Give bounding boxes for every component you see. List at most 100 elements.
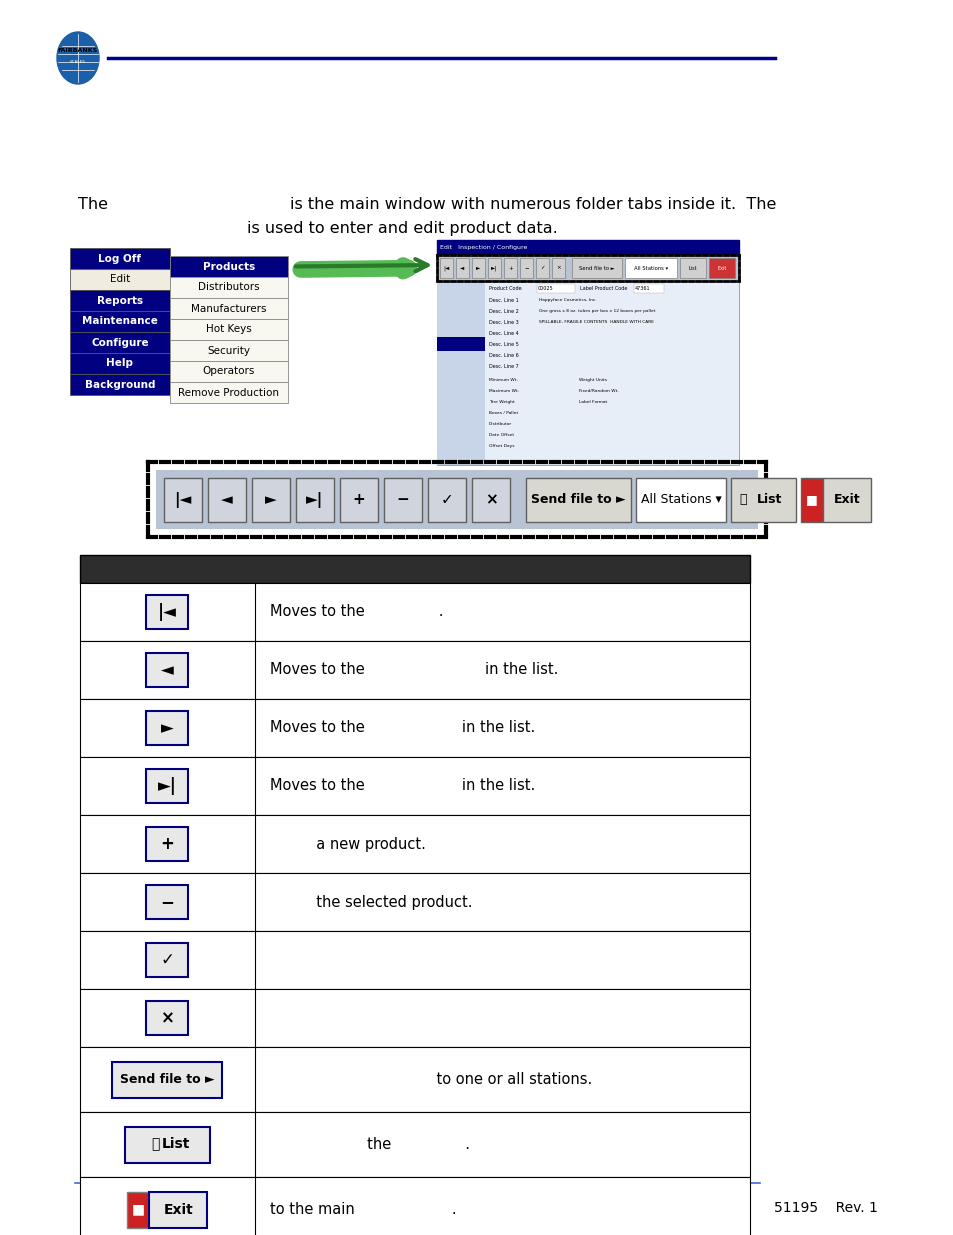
Text: Label Format: Label Format bbox=[578, 400, 607, 404]
Text: Label Product Code: Label Product Code bbox=[579, 287, 627, 291]
Bar bbox=[295, 478, 334, 521]
Text: ►|: ►| bbox=[158, 777, 176, 795]
Text: All Stations ▾: All Stations ▾ bbox=[640, 493, 720, 506]
Text: Remove Production: Remove Production bbox=[178, 388, 279, 398]
Bar bbox=[436, 240, 739, 254]
Text: ×: × bbox=[484, 492, 497, 508]
Bar bbox=[170, 382, 288, 403]
Text: Offset Days: Offset Days bbox=[489, 445, 514, 448]
Text: Desc. Line 7: Desc. Line 7 bbox=[489, 364, 518, 369]
Text: 6/08: 6/08 bbox=[80, 1200, 111, 1215]
Text: ◄: ◄ bbox=[161, 661, 173, 679]
Text: Operators: Operators bbox=[203, 367, 254, 377]
Text: ►|: ►| bbox=[306, 492, 323, 508]
Bar bbox=[488, 258, 500, 278]
Text: Moves to the                .: Moves to the . bbox=[270, 604, 443, 620]
Bar bbox=[730, 478, 795, 521]
Text: Reports: Reports bbox=[97, 295, 143, 305]
Text: Minimum Wt.: Minimum Wt. bbox=[489, 378, 517, 382]
Bar bbox=[170, 340, 288, 361]
Bar bbox=[503, 258, 517, 278]
Text: ►|: ►| bbox=[491, 266, 497, 270]
Bar bbox=[472, 258, 484, 278]
Text: Configure: Configure bbox=[91, 337, 149, 347]
Text: Moves to the                     in the list.: Moves to the in the list. bbox=[270, 720, 535, 736]
Text: List: List bbox=[161, 1137, 190, 1151]
Text: the selected product.: the selected product. bbox=[270, 894, 472, 909]
Text: ◄: ◄ bbox=[460, 266, 464, 270]
Bar bbox=[436, 282, 739, 466]
Text: 51195    Rev. 1: 51195 Rev. 1 bbox=[773, 1200, 877, 1215]
Text: Moves to the                          in the list.: Moves to the in the list. bbox=[270, 662, 558, 678]
Text: Desc. Line 3: Desc. Line 3 bbox=[489, 320, 518, 325]
Bar bbox=[708, 258, 734, 278]
Text: |◄: |◄ bbox=[174, 492, 192, 508]
Text: Send file to ►: Send file to ► bbox=[578, 266, 614, 270]
Bar bbox=[428, 478, 465, 521]
Bar bbox=[147, 944, 189, 977]
Bar bbox=[80, 815, 749, 873]
Text: Distributor: Distributor bbox=[489, 422, 512, 426]
Text: is the main window with numerous folder tabs inside it.  The: is the main window with numerous folder … bbox=[290, 198, 776, 212]
Text: Manufacturers: Manufacturers bbox=[191, 304, 267, 314]
Bar bbox=[80, 1112, 749, 1177]
Bar bbox=[80, 699, 749, 757]
Text: to the main                     .: to the main . bbox=[270, 1202, 456, 1216]
Bar bbox=[147, 769, 189, 803]
Text: Edit: Edit bbox=[110, 274, 130, 284]
Text: 00025: 00025 bbox=[537, 287, 553, 291]
Text: Products: Products bbox=[203, 262, 254, 272]
Text: Log Off: Log Off bbox=[98, 253, 141, 263]
Text: Weight Units: Weight Units bbox=[578, 378, 606, 382]
Bar bbox=[439, 258, 453, 278]
Bar bbox=[208, 478, 246, 521]
Text: List: List bbox=[688, 266, 697, 270]
Text: Desc. Line 2: Desc. Line 2 bbox=[489, 309, 518, 314]
Bar bbox=[80, 641, 749, 699]
Text: 47361: 47361 bbox=[635, 287, 650, 291]
Text: Distributors: Distributors bbox=[198, 283, 259, 293]
Text: a new product.: a new product. bbox=[270, 836, 425, 851]
Text: Desc. Line 6: Desc. Line 6 bbox=[489, 353, 518, 358]
Text: −: − bbox=[396, 492, 409, 508]
Bar bbox=[624, 258, 677, 278]
Text: FAIRBANKS: FAIRBANKS bbox=[58, 47, 98, 53]
Text: −: − bbox=[523, 266, 528, 270]
Bar bbox=[170, 319, 288, 340]
Text: +: + bbox=[508, 266, 513, 270]
Text: Exit: Exit bbox=[833, 493, 860, 506]
Text: Hot Keys: Hot Keys bbox=[206, 325, 252, 335]
Text: The: The bbox=[78, 198, 108, 212]
Bar bbox=[634, 284, 663, 293]
Text: Tare Weight: Tare Weight bbox=[489, 400, 515, 404]
Text: Boxes / Pallet: Boxes / Pallet bbox=[489, 411, 517, 415]
Bar bbox=[519, 258, 533, 278]
Text: −: − bbox=[160, 893, 174, 911]
Text: All Stations ▾: All Stations ▾ bbox=[634, 266, 667, 270]
Bar bbox=[70, 269, 170, 290]
Text: is used to enter and edit product data.: is used to enter and edit product data. bbox=[247, 221, 558, 236]
Bar bbox=[801, 478, 822, 521]
Text: ■: ■ bbox=[132, 1203, 145, 1216]
Bar bbox=[80, 873, 749, 931]
Text: Product Code: Product Code bbox=[489, 287, 521, 291]
Bar bbox=[436, 282, 484, 466]
Text: ✓: ✓ bbox=[160, 951, 174, 969]
Bar bbox=[436, 337, 484, 351]
Bar bbox=[436, 254, 739, 282]
Bar bbox=[572, 258, 621, 278]
Text: Background: Background bbox=[85, 379, 155, 389]
Bar bbox=[70, 248, 170, 269]
Bar bbox=[125, 1126, 210, 1162]
Text: Moves to the                     in the list.: Moves to the in the list. bbox=[270, 778, 535, 794]
Text: ►: ► bbox=[476, 266, 480, 270]
Text: List: List bbox=[757, 493, 781, 506]
Bar bbox=[80, 555, 749, 583]
Text: to one or all stations.: to one or all stations. bbox=[270, 1072, 592, 1087]
Text: ►: ► bbox=[265, 492, 276, 508]
Text: Security: Security bbox=[208, 346, 251, 356]
Bar bbox=[147, 595, 189, 629]
Bar bbox=[147, 885, 189, 919]
Bar bbox=[525, 478, 630, 521]
Text: ✓: ✓ bbox=[440, 492, 453, 508]
